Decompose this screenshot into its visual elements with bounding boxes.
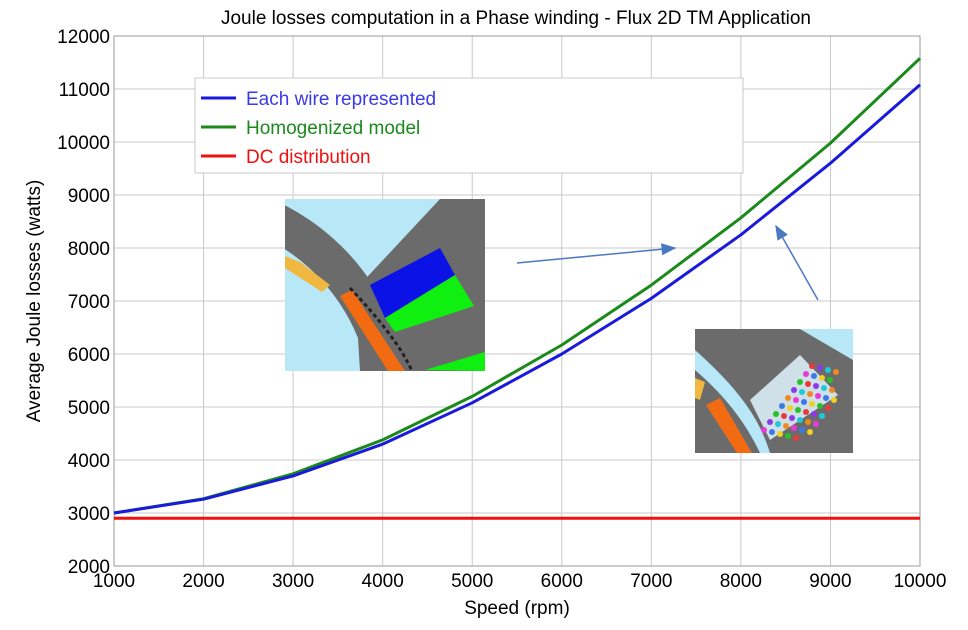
y-tick-labels: 2000 3000 4000 5000 6000 7000 8000 9000 10000 110… <box>57 27 110 578</box>
y-tick-label: 10000 <box>57 133 110 154</box>
x-tick-labels: 1000 2000 3000 4000 5000 6000 7000 8000 9000 1000… <box>93 571 947 592</box>
y-tick-label: 7000 <box>68 292 110 313</box>
x-tick-label: 2000 <box>182 571 224 592</box>
y-tick-label: 9000 <box>68 186 110 207</box>
x-tick-label: 9000 <box>809 571 851 592</box>
legend: Each wire represented Homogenized model DC… <box>194 77 744 174</box>
y-tick-label: 3000 <box>68 504 110 525</box>
arrow-to-each-wire-curve <box>775 224 819 301</box>
x-tick-label: 10000 <box>894 571 947 592</box>
x-tick-label: 4000 <box>362 571 404 592</box>
series-line <box>113 83 921 515</box>
x-axis-label: Speed (rpm) <box>464 598 570 619</box>
y-tick-label: 11000 <box>59 80 110 101</box>
legend-label: Each wire represented <box>246 89 436 110</box>
x-tick-label: 6000 <box>541 571 583 592</box>
y-tick-label: 6000 <box>68 345 110 366</box>
x-tick-label: 8000 <box>720 571 762 592</box>
y-axis-label: Average Joule losses (watts) <box>24 180 45 423</box>
legend-label: Homogenized model <box>246 118 420 139</box>
inset-homogenized-model <box>285 199 485 371</box>
y-tick-label: 8000 <box>68 239 110 260</box>
y-tick-label: 12000 <box>57 27 110 48</box>
inset-each-wire <box>695 329 853 453</box>
x-tick-label: 5000 <box>451 571 493 592</box>
series-lines <box>113 57 922 520</box>
chart-title: Joule losses computation in a Phase wind… <box>221 8 811 29</box>
x-tick-label: 7000 <box>630 571 672 592</box>
y-tick-label: 2000 <box>68 557 110 578</box>
legend-box <box>194 77 744 174</box>
legend-label: DC distribution <box>246 147 371 168</box>
arrow-to-homogenized-curve <box>516 243 677 264</box>
y-tick-label: 5000 <box>68 398 110 419</box>
arrows <box>516 224 819 301</box>
x-tick-label: 3000 <box>272 571 314 592</box>
plot-area-border <box>113 35 921 567</box>
x-tick-label: 1000 <box>93 571 135 592</box>
y-tick-label: 4000 <box>68 451 110 472</box>
